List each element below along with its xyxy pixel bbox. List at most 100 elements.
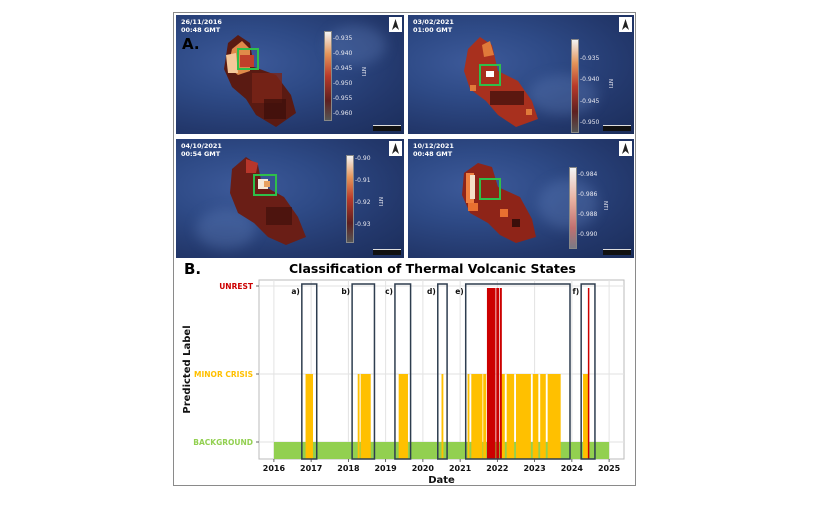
unrest-bar [496, 288, 500, 459]
minor-crisis-bar [471, 374, 483, 459]
panel-3-timestamp: 04/10/2021 00:54 GMT [181, 142, 222, 158]
minor-crisis-bar [501, 374, 505, 459]
panel-1-timestamp: 26/11/2016 00:48 GMT [181, 18, 222, 34]
event-window-box [464, 283, 571, 460]
thermal-map [224, 35, 296, 127]
highlight-box [237, 48, 259, 70]
colorbar-tick: -0.92 [355, 199, 371, 206]
x-tick-label: 2020 [412, 464, 435, 473]
event-window-box [394, 283, 412, 460]
sea-texture [326, 25, 386, 65]
minor-crisis-bar [583, 374, 589, 459]
x-tick-label: 2022 [486, 464, 508, 473]
panel-time: 01:00 GMT [413, 26, 453, 34]
figure-frame: 26/11/2016 00:48 GMT -0.935 -0.940 -0.94… [173, 12, 636, 486]
panel-time: 00:48 GMT [413, 150, 453, 158]
colorbar-tick: -0.990 [578, 231, 598, 238]
colorbar-tick: -0.91 [355, 177, 371, 184]
minor-crisis-bar [483, 374, 487, 459]
minor-crisis-bar [532, 374, 539, 459]
section-a-label: A. [182, 35, 200, 53]
x-tick-label: 2023 [523, 464, 545, 473]
colorbar-tick: -0.935 [580, 55, 600, 62]
colorbar-tick: -0.988 [578, 211, 598, 218]
event-window-box [301, 283, 318, 460]
highlight-box [479, 178, 501, 200]
sea-texture [538, 179, 598, 229]
colorbar-tick: -0.90 [355, 155, 371, 162]
colorbar [569, 167, 577, 249]
minor-crisis-bar [515, 374, 531, 459]
highlight-box [479, 64, 501, 86]
colorbar-tick: -0.940 [333, 50, 353, 57]
colorbar-tick: -0.960 [333, 110, 353, 117]
colorbar [571, 39, 579, 133]
event-window-label: c) [385, 287, 393, 296]
panel-date: 26/11/2016 [181, 18, 222, 26]
thermal-map [464, 37, 538, 127]
thermal-map [462, 163, 536, 243]
minor-crisis-bar [540, 374, 546, 459]
satellite-panel-4: 10/12/2021 00:48 GMT -0.984 -0.986 -0.98… [408, 139, 634, 258]
y-tick-label: MINOR CRISIS [194, 370, 253, 379]
y-tick-label: BACKGROUND [193, 438, 253, 447]
satellite-panel-1: 26/11/2016 00:48 GMT -0.935 -0.940 -0.94… [176, 15, 404, 134]
scale-bar [373, 249, 401, 255]
colorbar [324, 31, 332, 121]
satellite-panel-2: 03/02/2021 01:00 GMT -0.935 -0.940 -0.94… [408, 15, 634, 134]
panel-2-timestamp: 03/02/2021 01:00 GMT [413, 18, 454, 34]
colorbar-tick: -0.945 [333, 65, 353, 72]
highlight-box [253, 174, 277, 196]
colorbar-tick: -0.950 [333, 80, 353, 87]
north-arrow-icon [619, 141, 632, 156]
event-window-box [580, 283, 596, 460]
colorbar [346, 155, 354, 243]
minor-crisis-bar [441, 374, 444, 459]
x-tick-label: 2017 [300, 464, 322, 473]
event-window-label: e) [455, 287, 464, 296]
chart-title: Classification of Thermal Volcanic State… [289, 261, 576, 276]
minor-crisis-bar [506, 374, 515, 459]
section-b-label: B. [184, 260, 202, 278]
unrest-bar [587, 288, 590, 459]
event-window-box [437, 283, 448, 460]
panel-date: 04/10/2021 [181, 142, 222, 150]
colorbar-tick: -0.984 [578, 171, 598, 178]
sea-texture [528, 75, 598, 115]
x-axis-label: Date [428, 475, 455, 486]
colorbar-tick: -0.955 [333, 95, 353, 102]
event-window-label: f) [572, 287, 579, 296]
north-arrow-icon [619, 17, 632, 32]
x-tick-label: 2019 [374, 464, 397, 473]
minor-crisis-bar [467, 374, 470, 459]
unrest-bar [499, 288, 502, 459]
event-window-label: d) [427, 287, 436, 296]
y-tick-label: UNREST [219, 282, 254, 291]
minor-crisis-bar [360, 374, 371, 459]
scale-bar [373, 125, 401, 131]
minor-crisis-bar [547, 374, 561, 459]
event-window-box [351, 283, 376, 460]
x-tick-label: 2021 [449, 464, 472, 473]
north-arrow-icon [389, 141, 402, 156]
thermal-map [230, 157, 306, 245]
colorbar-tick: -0.945 [580, 98, 600, 105]
x-tick-label: 2025 [598, 464, 621, 473]
colorbar-tick: -0.986 [578, 191, 598, 198]
minor-crisis-bar [357, 374, 360, 459]
panel-4-timestamp: 10/12/2021 00:48 GMT [413, 142, 454, 158]
event-window-label: a) [291, 287, 300, 296]
colorbar-tick: -0.935 [333, 35, 353, 42]
colorbar-tick: -0.950 [580, 119, 600, 126]
minor-crisis-bar [305, 374, 314, 459]
classification-chart: a) b) c) d) e) f) BACKGROUND MINOR CRISIS UNREST… [182, 279, 625, 486]
north-arrow-icon [389, 17, 402, 32]
x-tick-label: 2016 [263, 464, 286, 473]
scale-bar [603, 125, 631, 131]
panel-time: 00:48 GMT [181, 26, 221, 34]
minor-crisis-bar [398, 374, 408, 459]
x-tick-label: 2024 [561, 464, 584, 473]
satellite-panel-3: 04/10/2021 00:54 GMT -0.90 -0.91 -0.92 -… [176, 139, 404, 258]
scale-bar [603, 249, 631, 255]
panel-date: 03/02/2021 [413, 18, 454, 26]
